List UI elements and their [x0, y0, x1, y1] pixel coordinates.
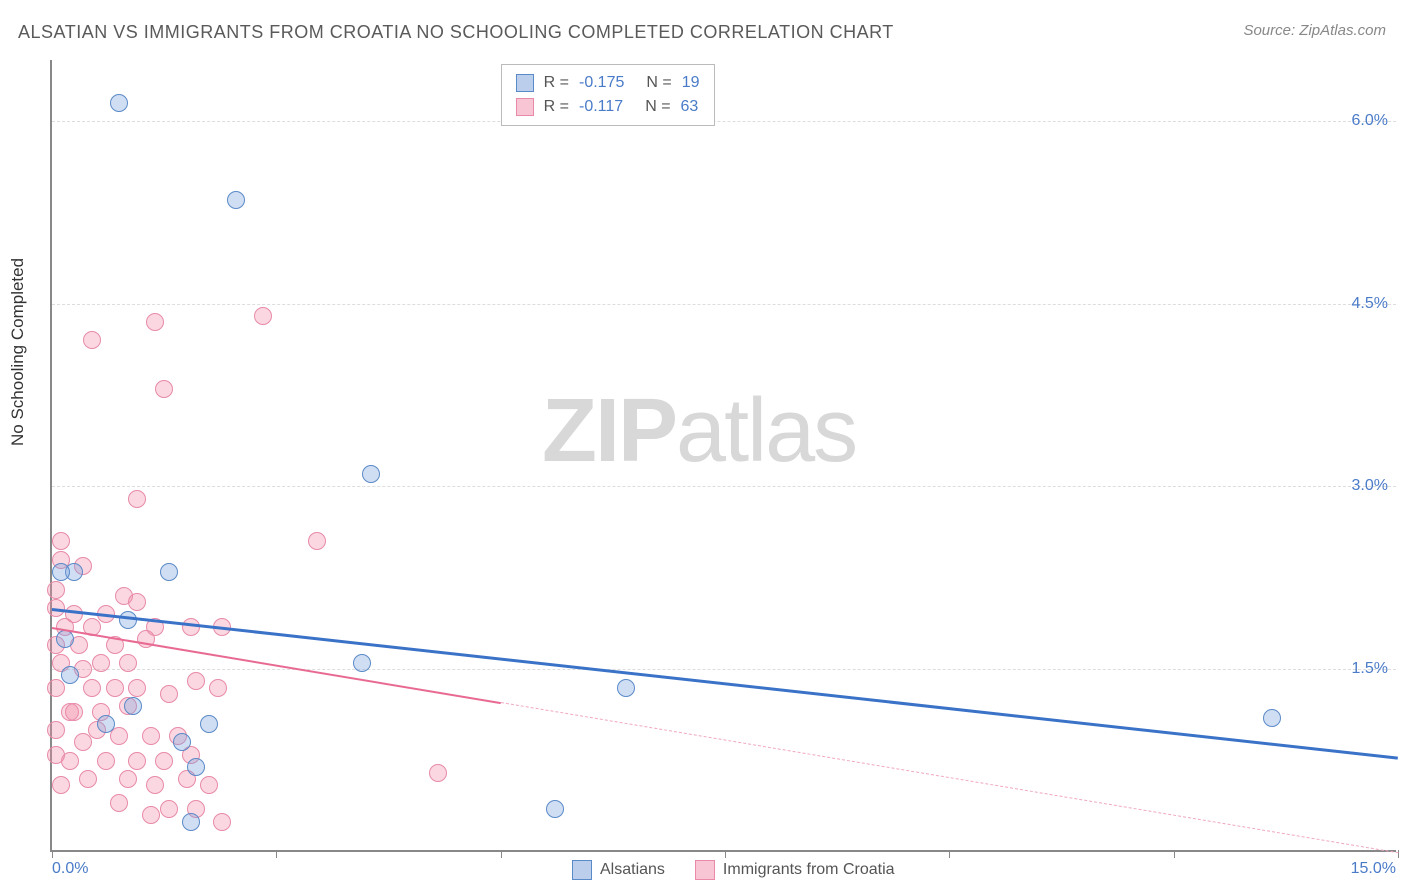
scatter-point: [110, 94, 128, 112]
corr-row-blue: R = -0.175N = 19: [516, 71, 700, 95]
xtick-label-right: 15.0%: [1351, 860, 1396, 878]
scatter-point: [83, 679, 101, 697]
ytick-label: 3.0%: [1352, 477, 1388, 495]
scatter-point: [160, 685, 178, 703]
series-legend: Alsatians Immigrants from Croatia: [572, 860, 895, 880]
trend-line: [501, 702, 1398, 853]
scatter-point: [128, 752, 146, 770]
ytick-label: 4.5%: [1352, 295, 1388, 313]
gridline: [52, 304, 1396, 305]
scatter-point: [146, 776, 164, 794]
ytick-label: 6.0%: [1352, 112, 1388, 130]
scatter-point: [200, 715, 218, 733]
xtick: [1174, 850, 1175, 858]
scatter-point: [110, 727, 128, 745]
scatter-point: [52, 532, 70, 550]
legend-item-blue: Alsatians: [572, 860, 665, 880]
scatter-point: [617, 679, 635, 697]
scatter-point: [209, 679, 227, 697]
correlation-legend: R = -0.175N = 19R = -0.117N = 63: [501, 64, 715, 126]
scatter-point: [128, 679, 146, 697]
scatter-point: [124, 697, 142, 715]
scatter-point: [142, 806, 160, 824]
corr-row-pink: R = -0.117N = 63: [516, 95, 700, 119]
scatter-point: [97, 715, 115, 733]
scatter-point: [254, 307, 272, 325]
scatter-point: [128, 490, 146, 508]
scatter-point: [65, 703, 83, 721]
swatch-icon: [695, 860, 715, 880]
plot-area: ZIPatlas 1.5%3.0%4.5%6.0%0.0%15.0%R = -0…: [50, 60, 1396, 852]
ytick-label: 1.5%: [1352, 660, 1388, 678]
scatter-point: [142, 727, 160, 745]
scatter-point: [182, 813, 200, 831]
xtick: [725, 850, 726, 858]
swatch-icon: [572, 860, 592, 880]
scatter-point: [119, 770, 137, 788]
scatter-point: [187, 672, 205, 690]
scatter-point: [92, 654, 110, 672]
scatter-point: [429, 764, 447, 782]
scatter-point: [308, 532, 326, 550]
scatter-point: [128, 593, 146, 611]
y-axis-label: No Schooling Completed: [8, 258, 28, 446]
xtick: [501, 850, 502, 858]
scatter-point: [119, 611, 137, 629]
scatter-point: [97, 752, 115, 770]
scatter-point: [227, 191, 245, 209]
source-label: Source: ZipAtlas.com: [1243, 22, 1386, 39]
scatter-point: [160, 563, 178, 581]
scatter-point: [155, 752, 173, 770]
scatter-point: [47, 581, 65, 599]
scatter-point: [52, 776, 70, 794]
scatter-point: [106, 679, 124, 697]
scatter-point: [362, 465, 380, 483]
chart-container: ALSATIAN VS IMMIGRANTS FROM CROATIA NO S…: [0, 0, 1406, 892]
scatter-point: [83, 331, 101, 349]
scatter-point: [119, 654, 137, 672]
swatch-icon: [516, 74, 534, 92]
swatch-icon: [516, 98, 534, 116]
scatter-point: [74, 733, 92, 751]
gridline: [52, 486, 1396, 487]
scatter-point: [353, 654, 371, 672]
watermark: ZIPatlas: [542, 380, 856, 483]
scatter-point: [213, 813, 231, 831]
scatter-point: [61, 666, 79, 684]
scatter-point: [200, 776, 218, 794]
scatter-point: [47, 721, 65, 739]
xtick: [949, 850, 950, 858]
scatter-point: [160, 800, 178, 818]
scatter-point: [546, 800, 564, 818]
scatter-point: [187, 758, 205, 776]
scatter-point: [173, 733, 191, 751]
scatter-point: [1263, 709, 1281, 727]
gridline: [52, 121, 1396, 122]
xtick: [276, 850, 277, 858]
chart-title: ALSATIAN VS IMMIGRANTS FROM CROATIA NO S…: [18, 22, 894, 43]
scatter-point: [79, 770, 97, 788]
scatter-point: [110, 794, 128, 812]
xtick: [52, 850, 53, 858]
scatter-point: [52, 563, 70, 581]
scatter-point: [155, 380, 173, 398]
legend-item-pink: Immigrants from Croatia: [695, 860, 895, 880]
trend-line: [52, 608, 1398, 759]
xtick: [1398, 850, 1399, 858]
xtick-label-left: 0.0%: [52, 860, 88, 878]
scatter-point: [47, 746, 65, 764]
gridline: [52, 669, 1396, 670]
scatter-point: [146, 313, 164, 331]
